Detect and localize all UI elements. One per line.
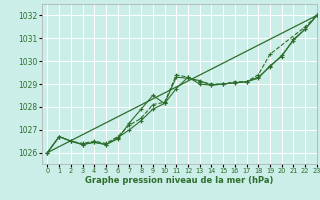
X-axis label: Graphe pression niveau de la mer (hPa): Graphe pression niveau de la mer (hPa) [85, 176, 273, 185]
